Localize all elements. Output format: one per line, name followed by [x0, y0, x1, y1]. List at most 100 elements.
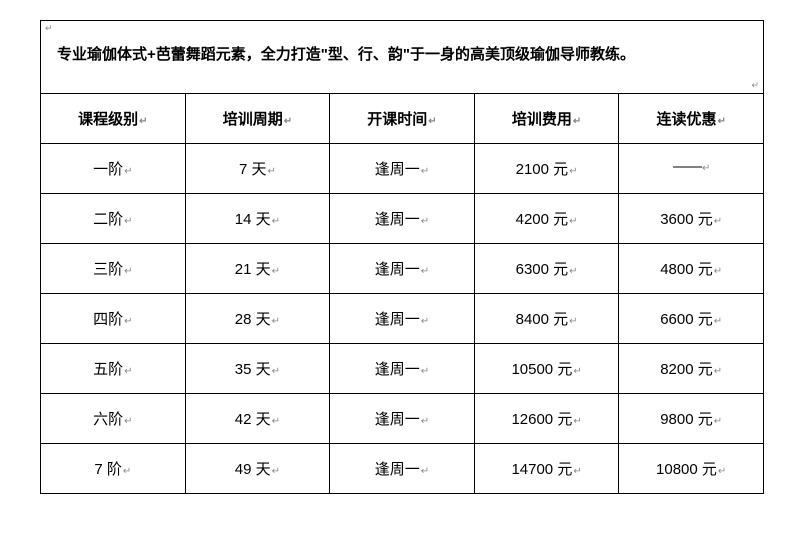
- cell-text: 4200 元: [516, 211, 569, 228]
- return-mark-icon: ↵: [272, 416, 280, 427]
- cell-start: 逢周一↵: [330, 194, 475, 243]
- col-header-start: 开课时间↵: [330, 94, 475, 143]
- return-mark-icon: ↵: [123, 466, 131, 477]
- return-mark-icon: ↵: [421, 366, 429, 377]
- return-mark-icon: ↵: [124, 416, 132, 427]
- cell-start: 逢周一↵: [330, 294, 475, 343]
- return-mark-icon: ↵: [569, 166, 577, 177]
- cell-text: ——: [673, 158, 701, 175]
- return-mark-icon: ↵: [421, 216, 429, 227]
- cell-level: 一阶↵: [41, 144, 186, 193]
- cell-cost: 12600 元↵: [475, 394, 620, 443]
- cell-text: 3600 元: [660, 211, 713, 228]
- return-mark-icon: ↵: [267, 166, 275, 177]
- cell-level: 二阶↵: [41, 194, 186, 243]
- header-row: 课程级别↵ 培训周期↵ 开课时间↵ 培训费用↵ 连读优惠↵: [41, 94, 763, 144]
- cell-period: 35 天↵: [186, 344, 331, 393]
- return-mark-icon: ↵: [573, 466, 581, 477]
- return-mark-icon: ↵: [421, 166, 429, 177]
- cell-level: 四阶↵: [41, 294, 186, 343]
- return-mark-icon: ↵: [714, 216, 722, 227]
- return-mark-icon: ↵: [573, 366, 581, 377]
- cell-cost: 10500 元↵: [475, 344, 620, 393]
- return-mark-icon: ↵: [714, 316, 722, 327]
- cell-period: 7 天↵: [186, 144, 331, 193]
- cell-text: 四阶: [93, 311, 123, 328]
- corner-mark-br: ↵: [751, 80, 759, 91]
- cell-discount: 8200 元↵: [619, 344, 763, 393]
- cell-text: 49 天: [235, 461, 271, 478]
- cell-text: 2100 元: [516, 161, 569, 178]
- corner-mark-tl: ↵: [45, 23, 53, 34]
- table-row: 二阶↵14 天↵逢周一↵4200 元↵3600 元↵: [41, 194, 763, 244]
- table-row: 三阶↵21 天↵逢周一↵6300 元↵4800 元↵: [41, 244, 763, 294]
- table-row: 7 阶↵49 天↵逢周一↵14700 元↵10800 元↵: [41, 444, 763, 493]
- return-mark-icon: ↵: [124, 166, 132, 177]
- cell-text: 逢周一: [375, 311, 420, 328]
- return-mark-icon: ↵: [272, 366, 280, 377]
- cell-text: 六阶: [93, 411, 123, 428]
- cell-level: 三阶↵: [41, 244, 186, 293]
- cell-period: 49 天↵: [186, 444, 331, 493]
- cell-text: 42 天: [235, 411, 271, 428]
- cell-text: 逢周一: [375, 361, 420, 378]
- return-mark-icon: ↵: [124, 266, 132, 277]
- cell-period: 21 天↵: [186, 244, 331, 293]
- cell-text: 一阶: [93, 161, 123, 178]
- col-header-level: 课程级别↵: [41, 94, 186, 143]
- cell-text: 三阶: [93, 261, 123, 278]
- cell-level: 7 阶↵: [41, 444, 186, 493]
- return-mark-icon: ↵: [272, 316, 280, 327]
- cell-start: 逢周一↵: [330, 394, 475, 443]
- cell-text: 12600 元: [511, 411, 572, 428]
- cell-text: 7 天: [239, 161, 267, 178]
- cell-text: 五阶: [93, 361, 123, 378]
- cell-level: 六阶↵: [41, 394, 186, 443]
- return-mark-icon: ↵: [702, 163, 709, 174]
- cell-period: 28 天↵: [186, 294, 331, 343]
- return-mark-icon: ↵: [714, 416, 722, 427]
- cell-discount: ——↵: [619, 144, 763, 193]
- col-header-cost: 培训费用↵: [475, 94, 620, 143]
- cell-text: 8200 元: [660, 361, 713, 378]
- table-row: 五阶↵35 天↵逢周一↵10500 元↵8200 元↵: [41, 344, 763, 394]
- cell-period: 14 天↵: [186, 194, 331, 243]
- col-header-discount: 连读优惠↵: [619, 94, 763, 143]
- return-mark-icon: ↵: [272, 266, 280, 277]
- cell-discount: 3600 元↵: [619, 194, 763, 243]
- return-mark-icon: ↵: [573, 416, 581, 427]
- cell-cost: 14700 元↵: [475, 444, 620, 493]
- cell-discount: 6600 元↵: [619, 294, 763, 343]
- cell-cost: 4200 元↵: [475, 194, 620, 243]
- return-mark-icon: ↵: [272, 466, 280, 477]
- table-row: 六阶↵42 天↵逢周一↵12600 元↵9800 元↵: [41, 394, 763, 444]
- table-title: 专业瑜伽体式+芭蕾舞蹈元素，全力打造"型、行、韵"于一身的高美顶级瑜伽导师教练。: [57, 43, 747, 67]
- cell-text: 8400 元: [516, 311, 569, 328]
- return-mark-icon: ↵: [718, 466, 726, 477]
- cell-text: 逢周一: [375, 211, 420, 228]
- return-mark-icon: ↵: [272, 216, 280, 227]
- cell-text: 21 天: [235, 261, 271, 278]
- cell-text: 二阶: [93, 211, 123, 228]
- cell-text: 6600 元: [660, 311, 713, 328]
- title-row: ↵ 专业瑜伽体式+芭蕾舞蹈元素，全力打造"型、行、韵"于一身的高美顶级瑜伽导师教…: [41, 21, 763, 94]
- return-mark-icon: ↵: [421, 416, 429, 427]
- table-row: 四阶↵28 天↵逢周一↵8400 元↵6600 元↵: [41, 294, 763, 344]
- cell-discount: 4800 元↵: [619, 244, 763, 293]
- return-mark-icon: ↵: [714, 366, 722, 377]
- cell-text: 9800 元: [660, 411, 713, 428]
- cell-level: 五阶↵: [41, 344, 186, 393]
- cell-cost: 2100 元↵: [475, 144, 620, 193]
- cell-text: 逢周一: [375, 461, 420, 478]
- return-mark-icon: ↵: [421, 266, 429, 277]
- cell-cost: 6300 元↵: [475, 244, 620, 293]
- cell-text: 7 阶: [94, 461, 122, 478]
- cell-period: 42 天↵: [186, 394, 331, 443]
- cell-text: 逢周一: [375, 261, 420, 278]
- return-mark-icon: ↵: [124, 316, 132, 327]
- cell-text: 4800 元: [660, 261, 713, 278]
- return-mark-icon: ↵: [569, 316, 577, 327]
- cell-text: 10800 元: [656, 461, 717, 478]
- cell-text: 28 天: [235, 311, 271, 328]
- return-mark-icon: ↵: [124, 216, 132, 227]
